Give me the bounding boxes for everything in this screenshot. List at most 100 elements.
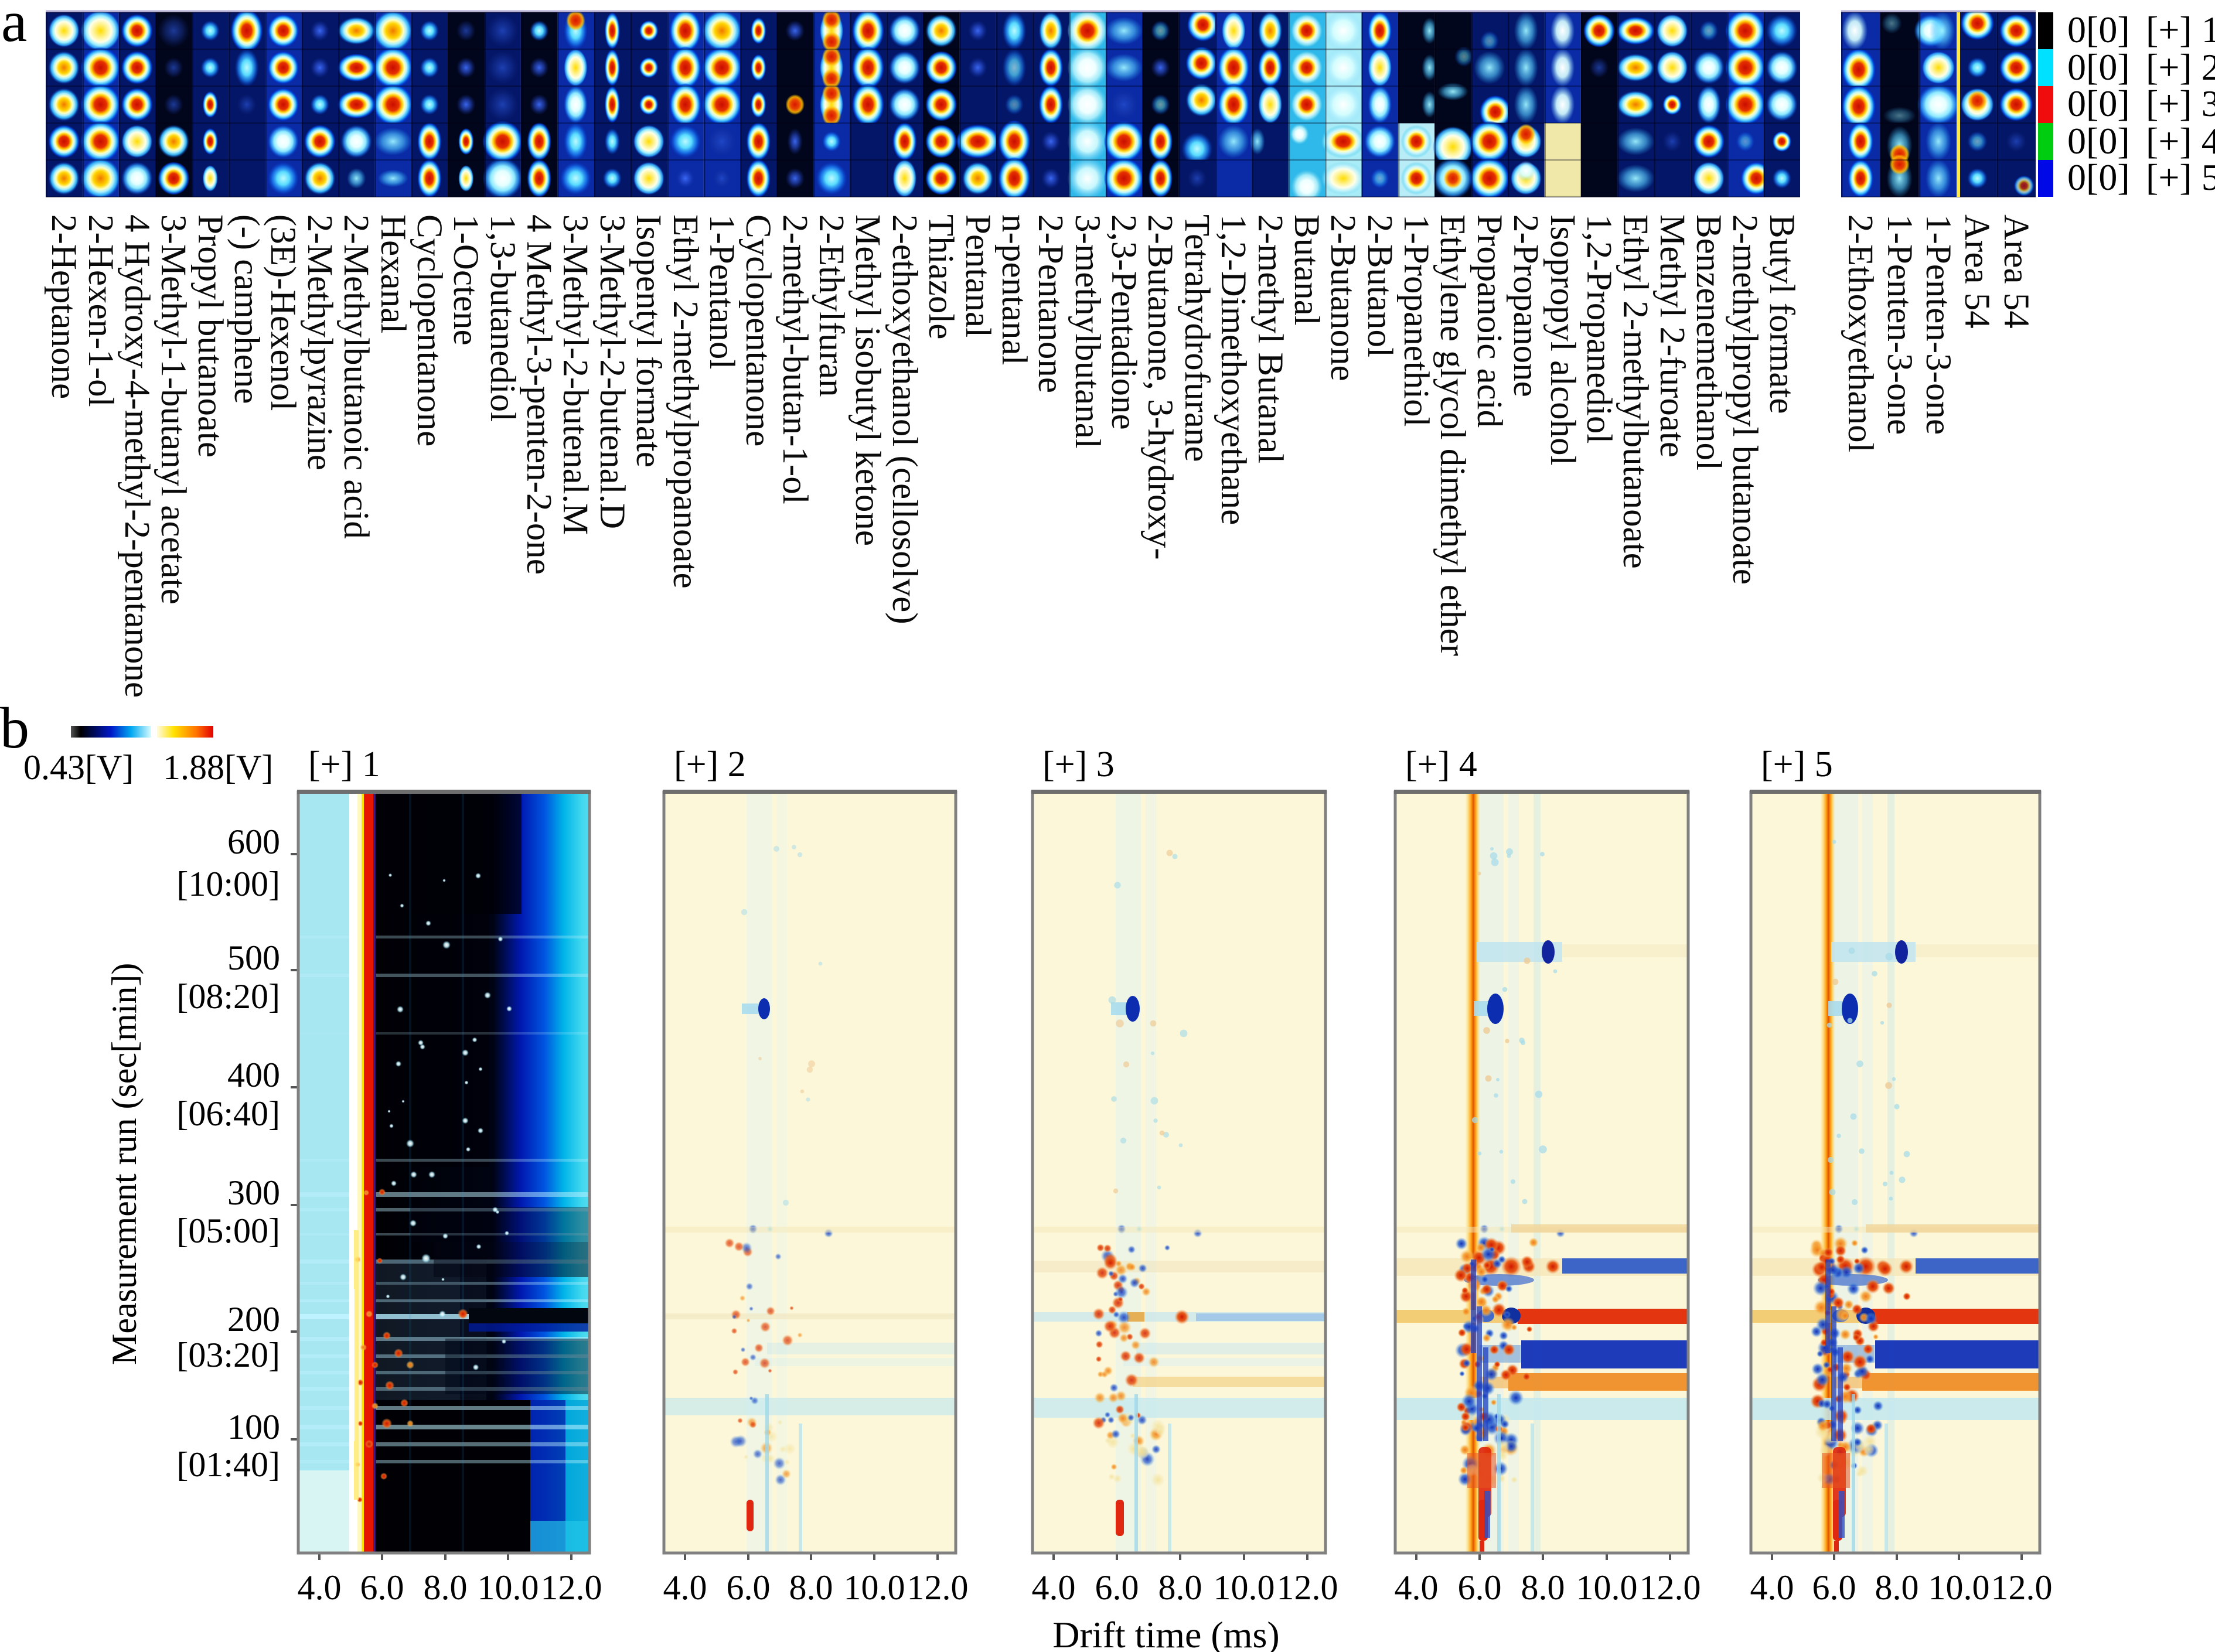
svg-text:6.0: 6.0	[1458, 1568, 1502, 1607]
svg-text:2-Butanol: 2-Butanol	[1360, 214, 1399, 357]
svg-text:1,2-Propanediol: 1,2-Propanediol	[1579, 214, 1618, 443]
svg-text:Thiazole: Thiazole	[921, 214, 960, 339]
svg-text:3-Methyl-2-butenal.D: 3-Methyl-2-butenal.D	[592, 214, 632, 529]
svg-text:8.0: 8.0	[424, 1568, 468, 1607]
svg-text:Hexanal: Hexanal	[373, 214, 413, 333]
svg-text:Ethylene glycol dimethyl ether: Ethylene glycol dimethyl ether	[1433, 214, 1472, 656]
svg-text:12.0: 12.0	[907, 1568, 969, 1607]
svg-text:Drift time (ms): Drift time (ms)	[1052, 1614, 1279, 1652]
svg-text:8.0: 8.0	[1875, 1568, 1919, 1607]
svg-text:10.0: 10.0	[1928, 1568, 1990, 1607]
svg-text:100: 100	[227, 1408, 280, 1446]
svg-text:Tetrahydrofurane: Tetrahydrofurane	[1177, 214, 1216, 462]
svg-text:8.0: 8.0	[1158, 1568, 1202, 1607]
svg-text:2-Heptanone: 2-Heptanone	[44, 214, 83, 399]
svg-text:1-Penten-3-one: 1-Penten-3-one	[1880, 214, 1919, 435]
svg-text:[+] 1: [+] 1	[308, 745, 380, 784]
svg-text:2-methyl Butanal: 2-methyl Butanal	[1250, 214, 1290, 463]
svg-text:1,3-butanediol: 1,3-butanediol	[483, 214, 522, 422]
svg-text:[+] 4: [+] 4	[1405, 745, 1477, 784]
svg-text:[+] 3: [+] 3	[1042, 745, 1115, 784]
svg-text:6.0: 6.0	[1095, 1568, 1139, 1607]
svg-text:12.0: 12.0	[1640, 1568, 1701, 1607]
svg-text:4.0: 4.0	[663, 1568, 707, 1607]
svg-text:2-Pentanone: 2-Pentanone	[1031, 214, 1070, 393]
svg-text:[+] 2: [+] 2	[2146, 46, 2215, 88]
svg-text:Ethyl 2-methylbutanoate: Ethyl 2-methylbutanoate	[1616, 214, 1655, 569]
svg-text:200: 200	[227, 1300, 280, 1339]
svg-text:Methyl 2-furoate: Methyl 2-furoate	[1652, 214, 1692, 458]
svg-text:Isopropyl alcohol: Isopropyl alcohol	[1543, 214, 1582, 466]
svg-text:0.43[V]: 0.43[V]	[23, 748, 134, 787]
svg-text:0[0]: 0[0]	[2067, 46, 2130, 88]
svg-text:600: 600	[227, 822, 280, 861]
svg-text:[10:00]: [10:00]	[176, 865, 280, 903]
svg-text:500: 500	[227, 938, 280, 977]
svg-text:2-Ethylfuran: 2-Ethylfuran	[812, 214, 851, 397]
svg-text:[05:00]: [05:00]	[176, 1211, 280, 1250]
svg-text:Ethyl 2-methylpropanoate: Ethyl 2-methylpropanoate	[666, 214, 705, 589]
svg-text:2-Butanone, 3-hydroxy-: 2-Butanone, 3-hydroxy-	[1140, 214, 1180, 560]
svg-text:Butyl formate: Butyl formate	[1762, 214, 1801, 414]
svg-text:4.0: 4.0	[1395, 1568, 1439, 1607]
svg-text:Propyl butanoate: Propyl butanoate	[190, 214, 230, 458]
svg-text:n-pentanal: n-pentanal	[994, 214, 1034, 365]
svg-text:[06:40]: [06:40]	[176, 1094, 280, 1133]
svg-text:2-methyl-butan-1-ol: 2-methyl-butan-1-ol	[775, 214, 815, 504]
svg-text:Benzenemethanol: Benzenemethanol	[1689, 214, 1728, 470]
svg-text:Cyclopentanone: Cyclopentanone	[410, 214, 449, 446]
svg-text:2-Methylbutanoic acid: 2-Methylbutanoic acid	[336, 214, 376, 539]
svg-text:3-Methyl-1-butanyl acetate: 3-Methyl-1-butanyl acetate	[154, 214, 193, 605]
svg-text:300: 300	[227, 1173, 280, 1212]
svg-text:2,3-Pentadione: 2,3-Pentadione	[1104, 214, 1143, 430]
svg-text:[+] 4: [+] 4	[2146, 120, 2215, 162]
svg-text:Isopentyl formate: Isopentyl formate	[629, 214, 668, 467]
svg-text:3-methylbutanal: 3-methylbutanal	[1068, 214, 1107, 449]
svg-text:2-methylpropyl butanoate: 2-methylpropyl butanoate	[1725, 214, 1764, 585]
svg-text:a: a	[1, 0, 27, 54]
svg-text:2-Methylpyrazine: 2-Methylpyrazine	[300, 214, 339, 470]
svg-text:(3E)-Hexenol: (3E)-Hexenol	[263, 214, 302, 411]
svg-text:[+] 5: [+] 5	[2146, 156, 2215, 198]
svg-text:12.0: 12.0	[1991, 1568, 2053, 1607]
svg-text:[01:40]: [01:40]	[176, 1445, 280, 1484]
svg-text:1,2-Dimethoxyethane: 1,2-Dimethoxyethane	[1214, 214, 1253, 525]
svg-text:10.0: 10.0	[1214, 1568, 1275, 1607]
svg-text:b: b	[0, 695, 29, 760]
svg-text:10.0: 10.0	[478, 1568, 539, 1607]
svg-text:[+] 3: [+] 3	[2146, 83, 2215, 124]
svg-text:1-Pentanol: 1-Pentanol	[702, 214, 741, 369]
svg-text:1-Penten-3-one: 1-Penten-3-one	[1918, 214, 1958, 435]
svg-text:2-Ethoxyethanol: 2-Ethoxyethanol	[1841, 214, 1880, 453]
svg-text:8.0: 8.0	[1521, 1568, 1565, 1607]
svg-text:[+] 5: [+] 5	[1761, 745, 1833, 784]
svg-text:4 Methyl-3-penten-2-one: 4 Methyl-3-penten-2-one	[519, 214, 558, 575]
svg-text:12.0: 12.0	[541, 1568, 602, 1607]
svg-text:6.0: 6.0	[1812, 1568, 1856, 1607]
svg-text:1-Propanethiol: 1-Propanethiol	[1396, 214, 1436, 427]
svg-text:[+] 1: [+] 1	[2146, 9, 2215, 50]
svg-text:Cyclopentanone: Cyclopentanone	[738, 214, 778, 446]
svg-text:Measurement run (sec[min]): Measurement run (sec[min])	[105, 963, 144, 1365]
svg-text:[03:20]: [03:20]	[176, 1336, 280, 1374]
svg-text:0[0]: 0[0]	[2067, 9, 2130, 50]
svg-text:2-Butanone: 2-Butanone	[1323, 214, 1362, 381]
svg-text:0[0]: 0[0]	[2067, 120, 2130, 162]
svg-text:8.0: 8.0	[789, 1568, 833, 1607]
svg-text:10.0: 10.0	[1576, 1568, 1638, 1607]
svg-text:[+] 2: [+] 2	[674, 745, 746, 784]
svg-text:6.0: 6.0	[360, 1568, 404, 1607]
svg-text:0[0]: 0[0]	[2067, 156, 2130, 198]
svg-text:2-Hexen-1-ol: 2-Hexen-1-ol	[81, 214, 120, 407]
svg-text:Area 54: Area 54	[1996, 214, 2036, 329]
svg-text:Area 54: Area 54	[1957, 214, 1996, 329]
svg-text:Butanal: Butanal	[1287, 214, 1326, 326]
svg-text:400: 400	[227, 1056, 280, 1094]
svg-text:10.0: 10.0	[844, 1568, 905, 1607]
svg-text:0[0]: 0[0]	[2067, 83, 2130, 124]
svg-text:Propanoic acid: Propanoic acid	[1470, 214, 1509, 428]
svg-text:1.88[V]: 1.88[V]	[163, 748, 273, 787]
svg-text:4.0: 4.0	[298, 1568, 342, 1607]
svg-text:4 Hydroxy-4-methyl-2-pentanone: 4 Hydroxy-4-methyl-2-pentanone	[117, 214, 156, 698]
svg-text:3-Methyl-2-butenal.M: 3-Methyl-2-butenal.M	[556, 214, 595, 535]
